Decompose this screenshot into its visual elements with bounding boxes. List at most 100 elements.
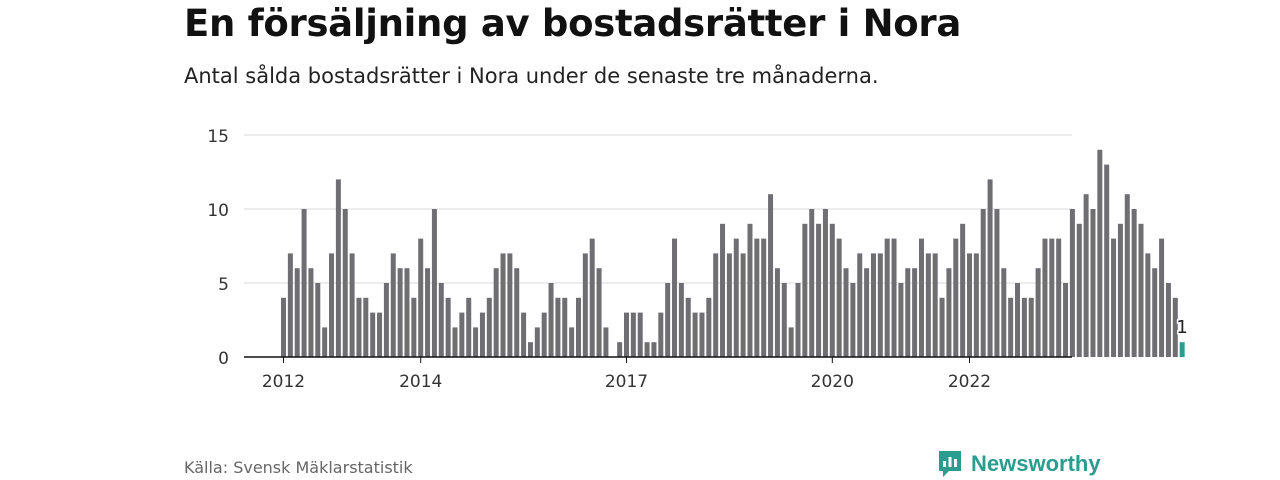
bar (816, 223, 822, 357)
bar (706, 297, 712, 357)
bar (884, 238, 890, 357)
bar-chart: 0 5 10 15 2012 2014 2017 2020 2022 1 (207, 127, 1189, 392)
bar (589, 238, 595, 357)
bar (1117, 223, 1123, 357)
bar (479, 312, 485, 357)
bar (445, 297, 451, 357)
x-tick-label: 2017 (605, 372, 648, 392)
source-note: Källa: Svensk Mäklarstatistik (184, 458, 413, 477)
bar (390, 253, 396, 357)
bar (596, 268, 602, 357)
bar (397, 268, 403, 357)
bar (713, 253, 719, 357)
bar (857, 253, 863, 357)
bar (342, 209, 348, 357)
newsworthy-logo-icon (939, 451, 961, 477)
bar (349, 253, 355, 357)
bar (555, 297, 561, 357)
bar (973, 253, 979, 357)
x-tick-label: 2020 (811, 372, 854, 392)
bar (281, 297, 286, 357)
bar (802, 223, 808, 357)
bar (980, 209, 986, 357)
bar (877, 253, 883, 357)
bar (850, 283, 856, 357)
brand-name: Newsworthy (971, 451, 1101, 476)
bar (891, 238, 897, 357)
bar (939, 297, 945, 357)
bar (452, 327, 458, 357)
bar (1104, 164, 1110, 357)
bar (637, 312, 643, 357)
bar (363, 297, 369, 357)
bar (740, 253, 746, 357)
bar (1042, 238, 1048, 357)
bar (946, 268, 952, 357)
bar (726, 253, 732, 357)
bar (294, 268, 300, 357)
bar (918, 238, 924, 357)
bar (1152, 268, 1158, 357)
bar (624, 312, 629, 357)
bar (1165, 283, 1171, 357)
bar (774, 268, 780, 357)
bar (967, 253, 972, 357)
y-tick-label: 15 (207, 127, 229, 147)
bar (1056, 238, 1062, 357)
bar (521, 312, 527, 357)
bar (836, 238, 842, 357)
bars (281, 149, 1185, 357)
brand-logo[interactable]: Newsworthy (937, 449, 1101, 479)
highlight-bar (1179, 342, 1185, 357)
bar (994, 209, 1000, 357)
bar (431, 209, 437, 357)
y-tick-label: 5 (218, 275, 229, 295)
bar (1015, 283, 1021, 357)
axes: 0 5 10 15 2012 2014 2017 2020 2022 (207, 127, 1072, 392)
bar (932, 253, 938, 357)
bar (761, 238, 767, 357)
bar (781, 283, 787, 357)
bar (699, 312, 705, 357)
bar (1090, 209, 1096, 357)
bar (829, 223, 835, 357)
bar (322, 327, 328, 357)
bar (356, 297, 362, 357)
bar (486, 297, 492, 357)
bar (987, 179, 993, 357)
bar (308, 268, 314, 357)
chart-title: En försäljning av bostadsrätter i Nora (184, 2, 961, 45)
bar (864, 268, 870, 357)
data-labels: 1 (1175, 316, 1189, 340)
bar (438, 283, 444, 357)
bar (898, 283, 904, 357)
bar (788, 327, 794, 357)
bar (287, 253, 293, 357)
bar (678, 283, 684, 357)
bar (651, 342, 657, 357)
bar (329, 253, 335, 357)
bar (575, 297, 581, 357)
bar (1111, 238, 1117, 357)
bar (301, 209, 307, 357)
bar (541, 312, 547, 357)
bar (905, 268, 911, 357)
highlight-value-label: 1 (1176, 317, 1187, 338)
bar (795, 283, 801, 357)
bar (418, 238, 424, 357)
bar (493, 268, 499, 357)
bar (466, 297, 472, 357)
bar (1069, 209, 1075, 357)
bar (809, 209, 815, 357)
bar (960, 223, 966, 357)
bar (514, 268, 520, 357)
bar (459, 312, 465, 357)
bar (1049, 238, 1055, 357)
bar (507, 253, 513, 357)
bar (617, 342, 623, 357)
bar (644, 342, 650, 357)
bar (1172, 297, 1178, 357)
bar (1008, 297, 1014, 357)
bar (685, 297, 691, 357)
bar (843, 268, 849, 357)
